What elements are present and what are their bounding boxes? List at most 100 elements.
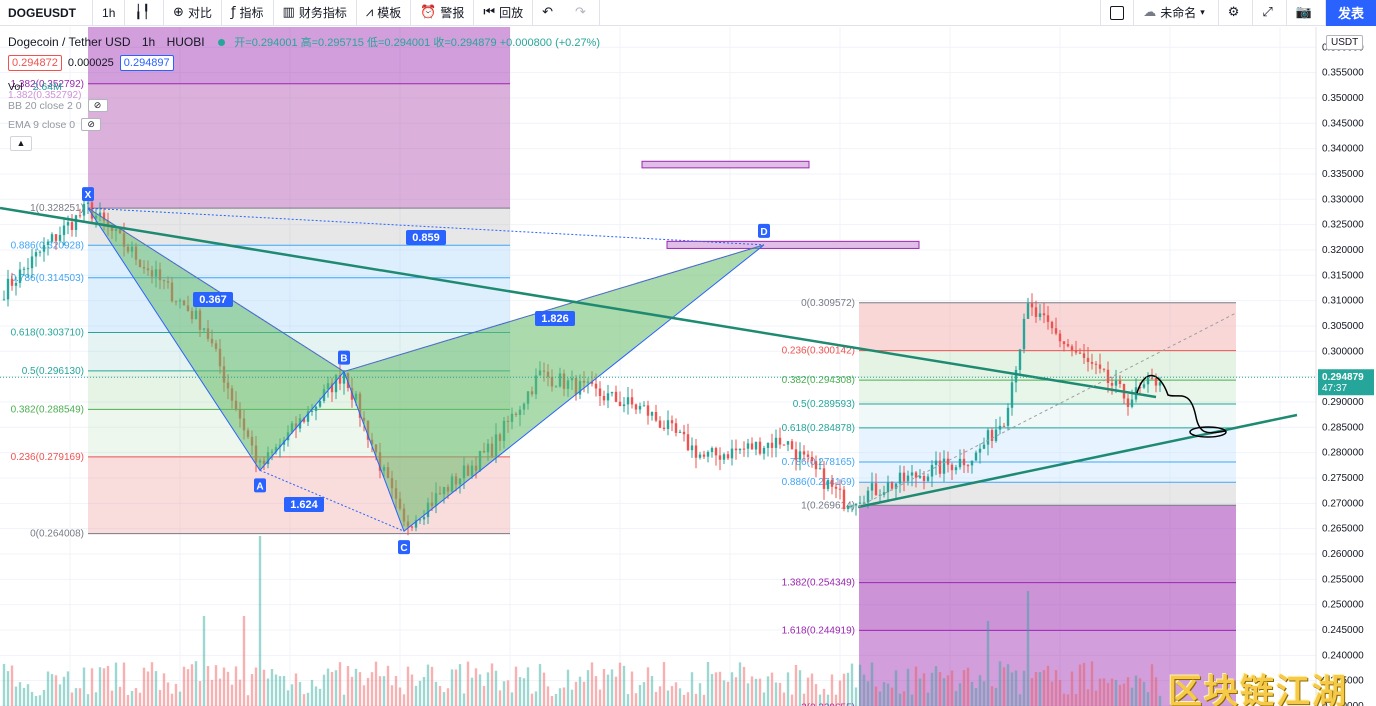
volume-bar <box>602 669 606 706</box>
volume-bar <box>150 662 154 706</box>
volume-bar <box>170 693 174 706</box>
price-axis-tick-label: 0.325000 <box>1322 220 1364 231</box>
volume-bar <box>1134 675 1138 706</box>
candle-body <box>934 460 938 465</box>
candle-body <box>782 444 786 446</box>
volume-bar <box>62 676 66 706</box>
volume-bar <box>174 683 178 706</box>
volume-bar <box>834 694 838 706</box>
ema-label: EMA 9 close 0 <box>8 118 76 131</box>
volume-bar <box>58 684 62 706</box>
candle-body <box>590 381 594 384</box>
indicators-button[interactable]: ƒ 指标 <box>222 0 274 26</box>
fullscreen-toggle-button[interactable] <box>1100 0 1135 26</box>
volume-bar <box>486 672 490 706</box>
candle-body <box>1138 387 1142 389</box>
volume-bar <box>990 686 994 706</box>
volume-bar <box>730 672 734 706</box>
volume-bar <box>426 664 430 706</box>
eye-hidden-icon[interactable]: ⊘ <box>81 118 102 131</box>
templates-button[interactable]: ⩘ 模板 <box>357 0 412 26</box>
candle-body <box>854 503 858 506</box>
volume-bar <box>1018 694 1022 706</box>
redo-button[interactable]: ↷ <box>566 0 600 26</box>
alert-button[interactable]: ⏰ 警报 <box>411 0 475 26</box>
candle-body <box>1086 357 1090 363</box>
legend-exchange: HUOBI <box>166 35 205 49</box>
interval-button[interactable]: 1h <box>93 0 126 26</box>
volume-bar <box>146 671 150 706</box>
candle-body <box>654 411 658 421</box>
compare-button[interactable]: ⊕ 对比 <box>164 0 222 26</box>
volume-bar <box>306 692 310 706</box>
publish-button[interactable]: 发表 <box>1326 0 1376 26</box>
volume-bar <box>294 673 298 706</box>
fib-level-label: 0.382(0.288549) <box>11 404 84 415</box>
pattern-point-box <box>82 187 94 202</box>
price-axis-tick-label: 0.320000 <box>1322 245 1364 256</box>
volume-bar <box>954 691 958 706</box>
candle-body <box>678 431 682 433</box>
candle-body <box>770 442 774 448</box>
volume-bar <box>810 673 814 706</box>
financials-button[interactable]: ▥ 财务指标 <box>274 0 357 26</box>
layout-name-button[interactable]: ☁ 未命名 ▾ <box>1134 0 1219 26</box>
volume-bar <box>898 693 902 706</box>
undo-button[interactable]: ↶ <box>533 0 566 26</box>
volume-series <box>2 536 1162 706</box>
market-status-icon <box>217 39 225 47</box>
candle-body <box>806 454 810 457</box>
candle-body <box>1126 398 1130 407</box>
replay-button[interactable]: ⏮ 回放 <box>474 0 534 26</box>
candle-body <box>658 420 662 428</box>
candle-body <box>762 447 766 454</box>
volume-bar <box>562 687 566 706</box>
price-axis-tick-label: 0.275000 <box>1322 473 1364 484</box>
symbol-search-button[interactable]: DOGEUSDT <box>0 0 94 26</box>
candle-body <box>882 492 886 495</box>
volume-bar <box>54 675 58 706</box>
volume-bar <box>114 662 118 706</box>
volume-bar <box>930 672 934 706</box>
snapshot-button[interactable]: 📷 <box>1287 0 1326 26</box>
bb-label: BB 20 close 2 0 <box>8 99 82 112</box>
price-axis-tick-label: 0.230000 <box>1322 701 1364 706</box>
bar-countdown: 47:37 <box>1322 383 1347 394</box>
price-chart[interactable]: 1.382(0.352792) 1(0.328251) 0.886(0.320928… <box>0 27 1376 706</box>
candle-body <box>666 420 670 429</box>
volume-bar <box>942 678 946 706</box>
sell-price-button[interactable]: 0.294872 <box>8 55 62 71</box>
fib-level-label: 0.5(0.289593) <box>793 399 855 410</box>
settings-button[interactable]: ⚙ <box>1219 0 1254 26</box>
volume-bar <box>678 688 682 706</box>
volume-bar <box>226 671 230 706</box>
candle-body <box>886 482 890 493</box>
buy-price-button[interactable]: 0.294897 <box>119 55 174 71</box>
chart-type-button[interactable]: ╽╿ <box>125 0 165 26</box>
volume-bar <box>410 674 414 706</box>
volume-bar <box>822 688 826 706</box>
volume-bar <box>206 665 210 706</box>
chart-area[interactable]: 1.382(0.352792) 1(0.328251) 0.886(0.320928… <box>0 27 1376 706</box>
collapse-legend-button[interactable]: ▲ <box>10 136 32 151</box>
candle-body <box>738 448 742 451</box>
maximize-button[interactable]: ⤢ <box>1253 0 1287 26</box>
candle-body <box>1150 377 1154 379</box>
candle-body <box>870 483 874 491</box>
volume-bar <box>802 693 806 706</box>
volume-bar <box>470 677 474 706</box>
candle-body <box>1098 364 1102 369</box>
projected-path <box>1136 374 1227 434</box>
volume-bar <box>910 694 914 706</box>
currency-badge[interactable]: USDT <box>1326 35 1364 50</box>
eye-hidden-icon[interactable]: ⊘ <box>87 99 108 112</box>
volume-bar <box>262 669 266 706</box>
volume-bar <box>814 684 818 706</box>
candle-body <box>890 482 894 489</box>
candle-body <box>78 215 82 217</box>
volume-bar <box>270 668 274 706</box>
volume-bar <box>1006 664 1010 706</box>
fib-level-label: 0.382(0.294308) <box>782 375 855 386</box>
ratio-label-box <box>284 497 324 512</box>
candle-body <box>46 241 50 245</box>
